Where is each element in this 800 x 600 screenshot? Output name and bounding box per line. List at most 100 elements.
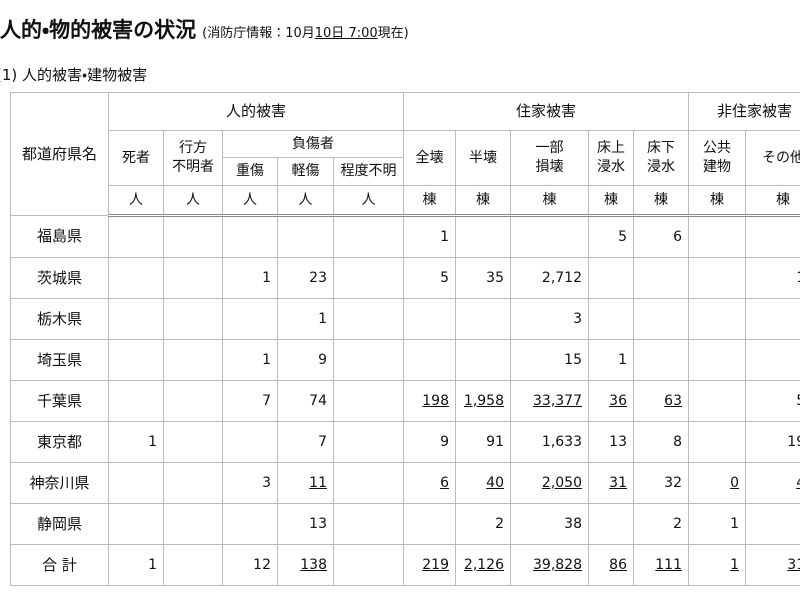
data-cell: 1 [222,257,278,299]
cell-value: 1 [618,351,627,368]
column-header-text: 公共 [703,140,731,156]
data-cell: 6 [403,462,456,504]
data-cell: 138 [277,544,334,586]
prefecture-name: 茨城県 [10,257,109,299]
header-row: 死者 行方 不明者 負傷者 全壊 半壊 一部 損壊 床上 浸水 床下 浸水 公共 建物 その他 [11,130,800,186]
data-cell [163,257,223,299]
data-cell [222,503,278,545]
data-cell: 198 [403,380,456,422]
data-cell: 55 [744,380,800,422]
data-cell [163,380,223,422]
data-row: 栃木県 1 3 [10,298,800,340]
data-cell [108,215,164,258]
subgroup-header-text: 負傷者 [292,135,334,152]
data-cell [333,298,404,340]
prefecture-header-text: 都道府県名 [21,144,97,163]
data-cell [108,503,164,545]
data-row: 福島県 1 5 6 [10,215,800,258]
prefecture-header: 都道府県名 [10,92,109,216]
cell-value: 1,958 [463,392,504,409]
data-cell: 7 [222,380,278,422]
cell-value: 5 [618,228,627,245]
data-cell: 1 [688,503,746,545]
units-row: 人人人人人棟棟棟棟棟棟棟 [11,185,800,217]
cell-value: 3 [573,310,582,327]
data-cell: 1 [588,339,634,381]
data-cell [163,462,223,504]
cell-value: 197 [787,433,800,450]
data-cell [688,421,746,463]
cell-value: 198 [422,392,449,409]
data-row: 茨城県 1 23 5 35 2,712 13 [10,257,800,299]
data-cell: 1,633 [510,421,589,463]
data-cell [222,215,278,258]
data-cell [633,257,689,299]
data-cell: 7 [277,421,334,463]
cell-value: 313 [787,556,800,573]
column-header-text: 死者 [122,149,150,166]
cell-value: 23 [309,269,327,286]
unit-label: 棟 [688,185,746,217]
data-cell: 313 [744,544,800,586]
column-header-text: 重傷 [236,163,264,179]
cell-value: 1 [148,433,157,450]
cell-value: 32 [664,474,682,491]
data-cell [403,503,456,545]
prefecture-name: 栃木県 [10,298,109,340]
column-header-text: 一部 [535,140,564,156]
data-cell: 36 [588,380,634,422]
data-cell: 13 [588,421,634,463]
data-cell [108,380,164,422]
unit-label: 棟 [588,185,634,217]
data-cell: 35 [455,257,511,299]
data-cell: 32 [633,462,689,504]
cell-value: 2,050 [541,474,582,491]
data-cell: 86 [588,544,634,586]
prefecture-name: 埼玉県 [10,339,109,381]
data-cell [744,503,800,545]
data-cell [403,298,456,340]
data-cell [333,339,404,381]
data-cell [688,215,746,258]
data-cell [163,421,223,463]
cell-value: 13 [609,433,627,450]
unit-label: 人 [108,185,164,217]
data-cell: 9 [277,339,334,381]
cell-value: 55 [796,393,800,409]
data-cell: 1 [688,544,746,586]
column-header: その他 [744,130,800,186]
data-cell [588,298,634,340]
cell-value: 1 [262,269,271,286]
cell-value: 0 [730,474,739,491]
header-row: 重傷 軽傷 程度不明 [11,157,800,186]
data-cell [333,421,404,463]
prefecture-name: 神奈川県 [10,462,109,504]
cell-value: 5 [440,269,449,286]
unit-label: 人 [163,185,223,217]
cell-value: 6 [440,474,449,491]
column-header-text: その他 [762,149,800,166]
note: (消防庁情報：10月10日 7:00現在) [202,26,409,41]
data-cell: 1 [108,544,164,586]
data-cell: 3 [510,298,589,340]
column-header: 全壊 [403,130,456,186]
section-title: (1) 人的被害・建物被害 [0,66,148,84]
column-header-text: 行方 [179,140,207,156]
data-cell [688,257,746,299]
cell-value: 11 [309,474,327,491]
data-cell: 23 [277,257,334,299]
data-cell: 9 [403,421,456,463]
column-header: 行方 不明者 [163,130,223,186]
page-title: 人的・物的被害の状況 [0,18,197,42]
data-row: 静岡県 13 2 38 2 1 [10,503,800,545]
cell-value: 2 [673,515,682,532]
data-cell: 33,377 [510,380,589,422]
data-cell [688,298,746,340]
group-header: 人的被害 [108,92,404,131]
prefecture-name: 合 計 [10,544,109,586]
column-header: 重傷 [222,157,278,186]
unit-label: 人 [277,185,334,217]
data-cell [510,215,589,258]
data-cell [588,257,634,299]
